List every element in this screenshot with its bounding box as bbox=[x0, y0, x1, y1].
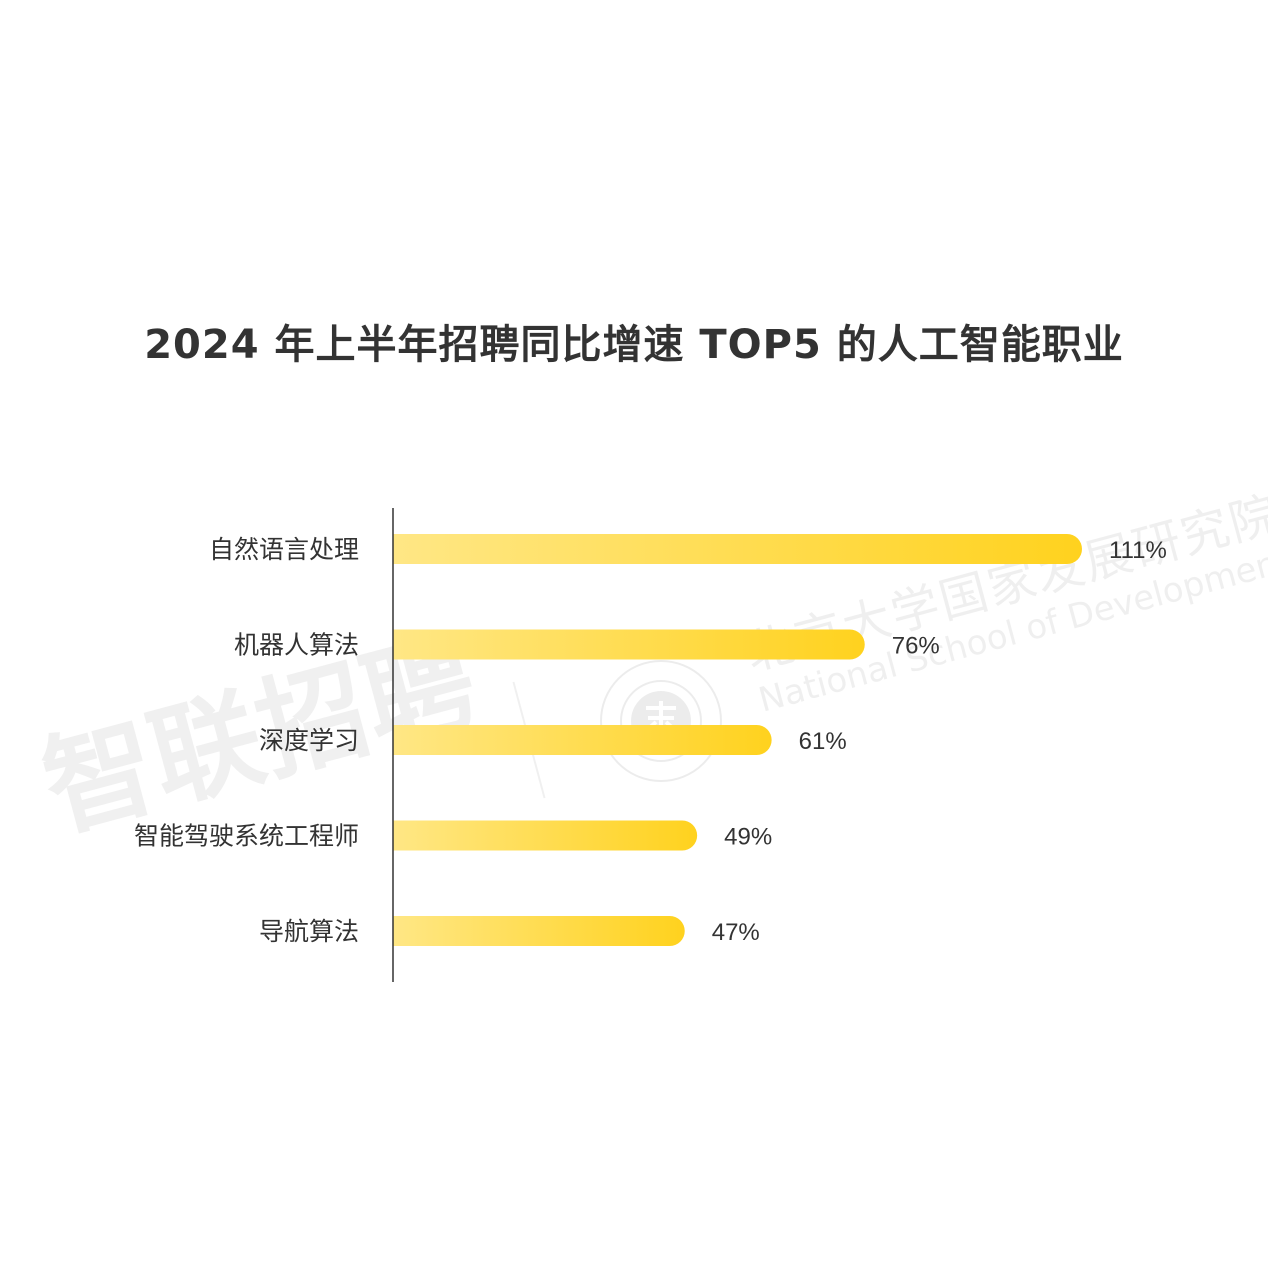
category-label: 自然语言处理 bbox=[209, 535, 359, 564]
bar bbox=[393, 820, 698, 851]
value-label: 47% bbox=[712, 919, 760, 946]
value-label: 76% bbox=[892, 633, 940, 660]
bar bbox=[393, 725, 772, 755]
value-label: 49% bbox=[724, 824, 772, 851]
chart-title: 2024 年上半年招聘同比增速 TOP5 的人工智能职业 bbox=[144, 322, 1124, 368]
value-label: 111% bbox=[1109, 537, 1167, 564]
bar bbox=[393, 629, 865, 660]
category-label: 导航算法 bbox=[259, 917, 359, 946]
category-label: 智能驾驶系统工程师 bbox=[134, 822, 359, 851]
category-label: 机器人算法 bbox=[234, 631, 359, 660]
category-label: 深度学习 bbox=[259, 726, 359, 755]
bar bbox=[393, 916, 685, 946]
value-label: 61% bbox=[799, 728, 847, 755]
bar bbox=[393, 534, 1082, 564]
